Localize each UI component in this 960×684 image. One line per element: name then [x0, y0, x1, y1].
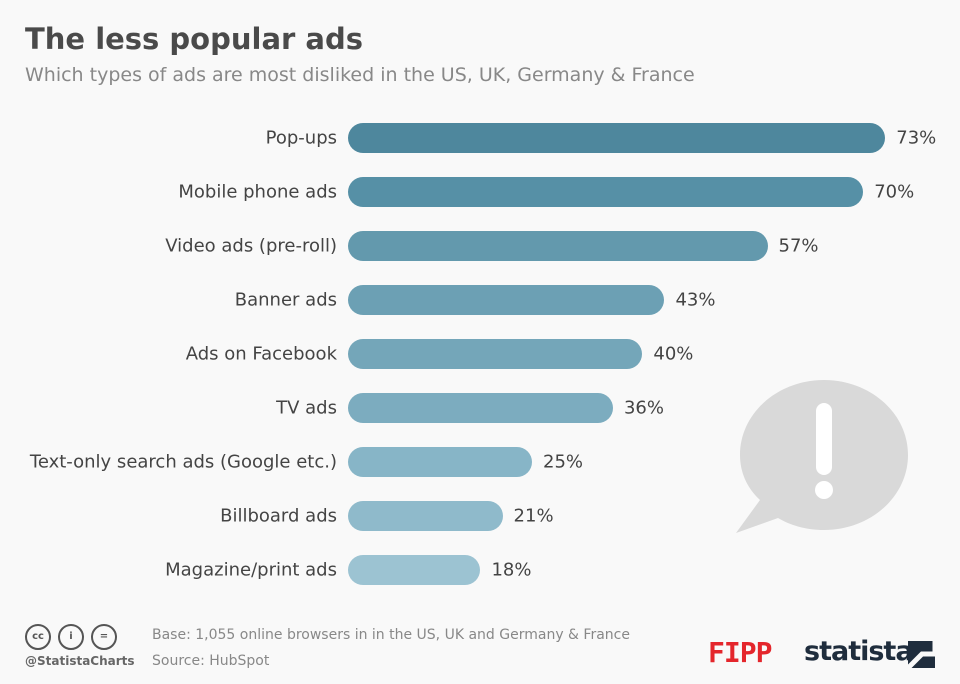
creative-commons-icon: cc: [25, 624, 51, 650]
bar: [348, 393, 613, 423]
category-label: Billboard ads: [220, 505, 337, 527]
value-label: 70%: [874, 181, 915, 203]
category-label: Text-only search ads (Google etc.): [29, 451, 337, 473]
category-label: Mobile phone ads: [178, 181, 337, 203]
statista-logo-mark: [908, 641, 935, 668]
source-note: Source: HubSpot: [152, 653, 270, 669]
speech-bubble-exclamation-icon: [736, 380, 908, 533]
bar: [348, 231, 768, 261]
category-label: Ads on Facebook: [185, 343, 337, 365]
bar: [348, 285, 665, 315]
category-label: Banner ads: [234, 289, 337, 311]
category-label: TV ads: [276, 397, 337, 419]
bar: [348, 177, 864, 207]
attribution-icon: i: [58, 624, 84, 650]
value-label: 73%: [896, 127, 937, 149]
category-label: Pop-ups: [265, 127, 337, 149]
bar: [348, 123, 886, 153]
base-note: Base: 1,055 online browsers in in the US…: [152, 627, 630, 643]
no-derivatives-icon: =: [91, 624, 117, 650]
chart-subtitle: Which types of ads are most disliked in …: [25, 64, 695, 86]
chart-title: The less popular ads: [25, 22, 364, 56]
bar: [348, 339, 643, 369]
value-label: 18%: [491, 559, 532, 581]
category-label: Video ads (pre-roll): [165, 235, 337, 257]
fipp-logo: FIPP: [708, 636, 772, 669]
bar: [348, 501, 503, 531]
bar: [348, 447, 532, 477]
statista-handle[interactable]: @StatistaCharts: [25, 654, 135, 668]
value-label: 43%: [675, 289, 716, 311]
bar: [348, 555, 481, 585]
category-label: Magazine/print ads: [165, 559, 337, 581]
value-label: 25%: [543, 451, 584, 473]
statista-logo: statista: [804, 636, 914, 667]
value-label: 40%: [653, 343, 694, 365]
value-label: 21%: [513, 505, 554, 527]
value-label: 57%: [778, 235, 819, 257]
value-label: 36%: [623, 397, 664, 419]
